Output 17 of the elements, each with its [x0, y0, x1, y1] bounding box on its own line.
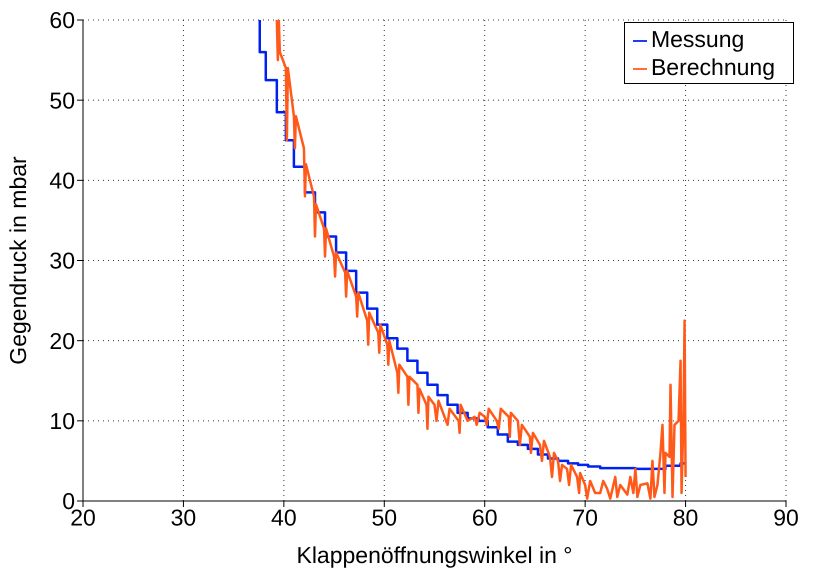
y-axis-title: Gegendruck in mbar: [5, 156, 32, 365]
x-tick-label: 40: [271, 504, 297, 530]
y-tick-label: 40: [49, 168, 75, 194]
legend-label: Messung: [650, 26, 744, 52]
y-tick-label: 60: [49, 7, 75, 34]
y-tick-label: 20: [49, 328, 75, 354]
x-tick-label: 80: [672, 504, 698, 530]
x-tick-label: 60: [472, 504, 498, 530]
x-tick-label: 30: [170, 504, 196, 530]
legend-label: Berechnung: [650, 54, 775, 80]
y-tick-label: 30: [49, 248, 75, 274]
x-tick-label: 70: [572, 504, 598, 530]
x-tick-label: 90: [773, 504, 799, 530]
y-tick-label: 50: [49, 87, 75, 114]
x-axis-title: Klappenöffnungswinkel in °: [296, 542, 573, 568]
x-tick-label: 50: [371, 504, 398, 530]
y-tick-label: 10: [49, 408, 75, 434]
